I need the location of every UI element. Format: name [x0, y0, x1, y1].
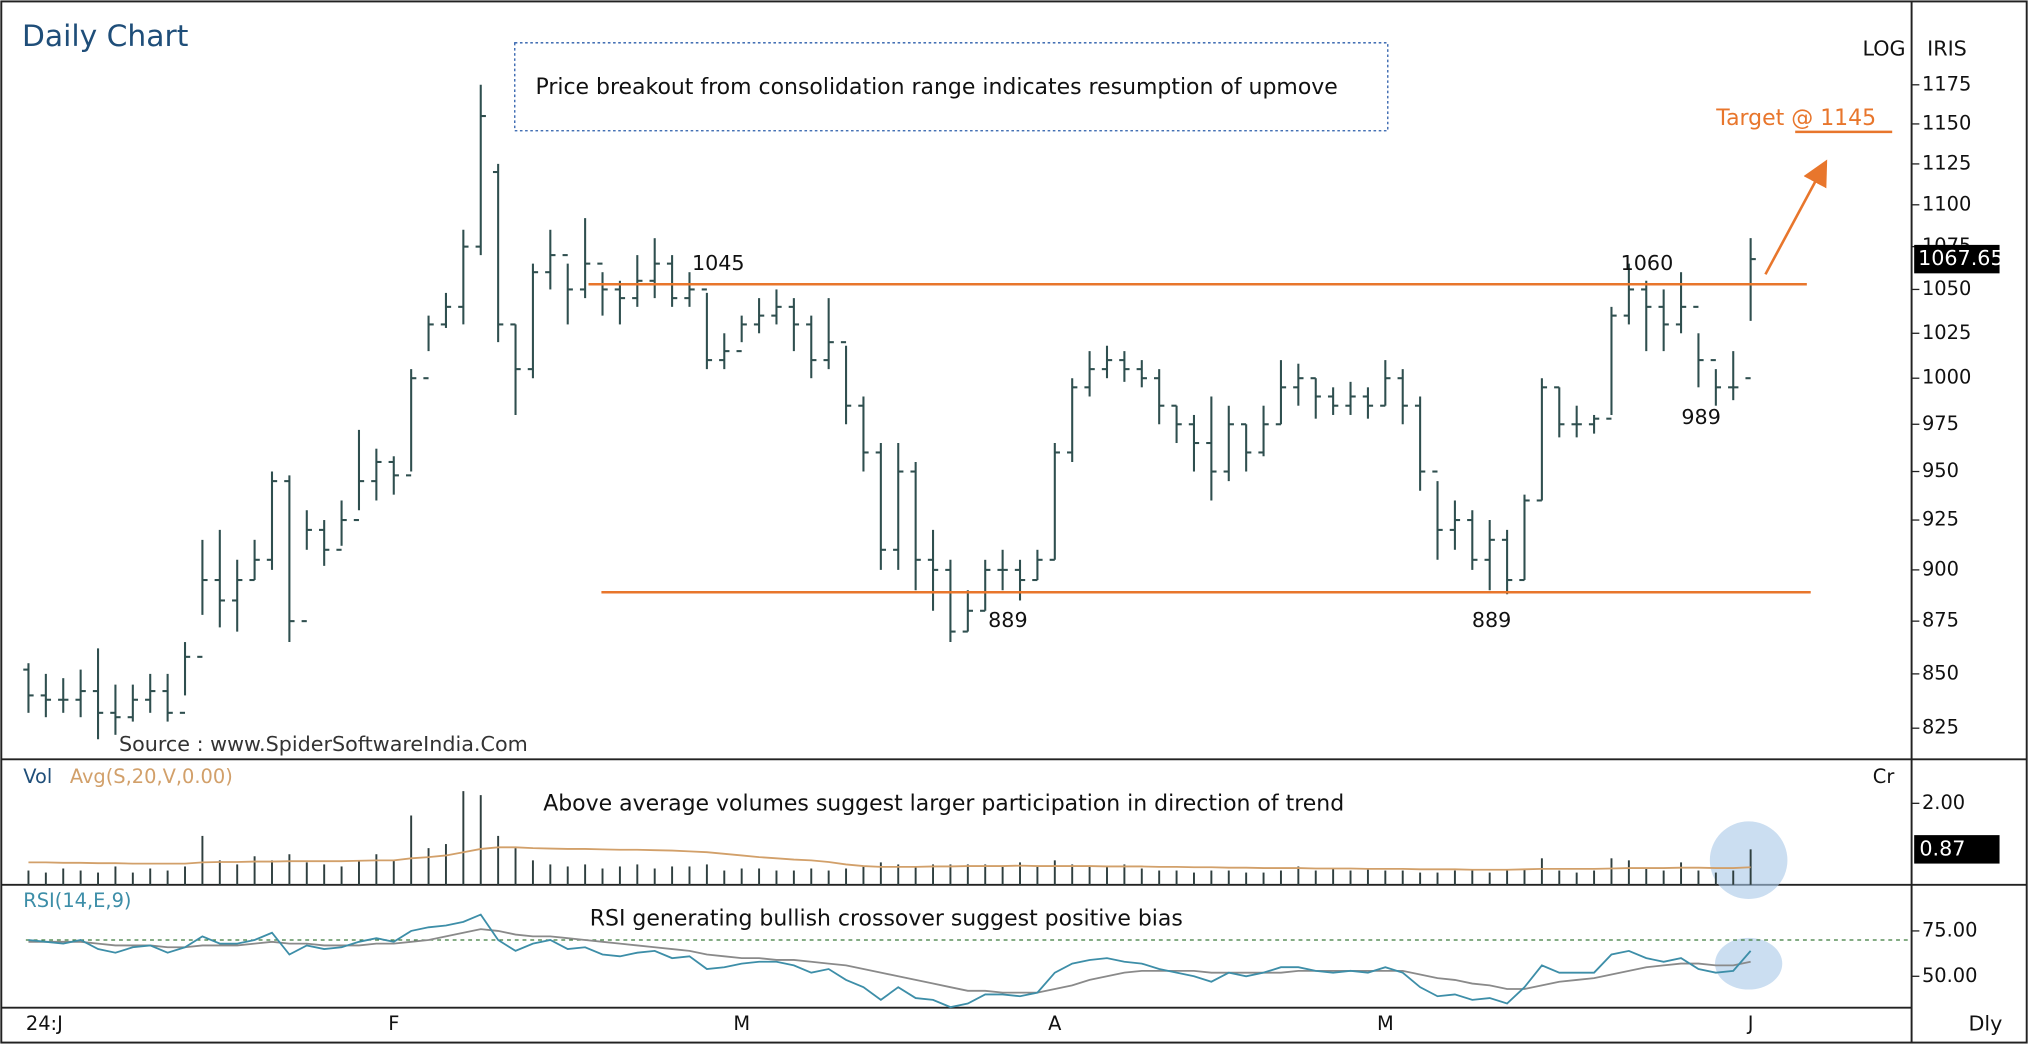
y-tick-label: 950: [1922, 459, 1959, 482]
x-tick-label: J: [1747, 1012, 1754, 1035]
last-volume: 0.87: [1919, 836, 1965, 860]
y-tick-label: 1100: [1922, 192, 1971, 215]
y-tick-label: 75.00: [1922, 918, 1978, 941]
line: [28, 928, 1751, 994]
scale-label: LOG: [1862, 36, 1905, 60]
legend-avg: Avg(S,20,V,0.00): [70, 765, 233, 788]
unit: Cr: [1873, 765, 1895, 788]
x-tick-label: M: [1377, 1012, 1394, 1035]
target-arrow: [1764, 159, 1828, 275]
chart-title: Daily Chart: [22, 19, 188, 54]
x-tick-label: F: [388, 1012, 399, 1035]
legend-vol: Vol: [23, 765, 52, 788]
y-tick-label: 1150: [1922, 111, 1971, 134]
annotation: Above average volumes suggest larger par…: [543, 792, 1344, 817]
last-price: 1067.65: [1918, 246, 2004, 270]
y-tick-label: 2.00: [1922, 791, 1965, 814]
x-tick-label: M: [733, 1012, 750, 1035]
y-tick-label: 850: [1922, 661, 1959, 684]
line: [28, 913, 1752, 1009]
price-label: 989: [1681, 405, 1721, 429]
y-tick-label: 825: [1922, 716, 1959, 739]
y-tick-label: 50.00: [1922, 964, 1978, 987]
y-tick-label: 900: [1922, 557, 1959, 580]
line: [28, 846, 1751, 871]
highlight: [1709, 821, 1788, 900]
price-label: 889: [1472, 608, 1512, 632]
y-tick-label: 975: [1922, 412, 1959, 435]
price-label: 1060: [1621, 251, 1674, 275]
symbol: IRIS: [1927, 36, 1967, 60]
y-tick-label: 1025: [1922, 321, 1971, 344]
x-tick-label: 24:J: [26, 1012, 63, 1035]
y-tick-label: 875: [1922, 609, 1959, 632]
y-tick-label: 1050: [1922, 277, 1971, 300]
y-tick-label: 1000: [1922, 366, 1971, 389]
legend-rsi: RSI(14,E,9): [23, 889, 131, 912]
x-tick-label: A: [1048, 1012, 1062, 1035]
last-volume-box: [1914, 835, 2000, 864]
annotation: Price breakout from consolidation range …: [535, 75, 1337, 100]
y-tick-label: 1125: [1922, 151, 1971, 174]
target-label: Target @ 1145: [1715, 106, 1876, 131]
annotation-box: [514, 42, 1389, 132]
y-tick-label: 1175: [1922, 72, 1971, 95]
source: Source : www.SpiderSoftwareIndia.Com: [119, 732, 528, 756]
price-label: 1045: [692, 251, 745, 275]
annotation: RSI generating bullish crossover suggest…: [590, 907, 1183, 932]
highlight: [1715, 937, 1783, 990]
last-price-box: [1914, 244, 2000, 274]
price-label: 889: [988, 608, 1027, 632]
period: Dly: [1969, 1011, 2003, 1035]
y-tick-label: 925: [1922, 508, 1959, 531]
